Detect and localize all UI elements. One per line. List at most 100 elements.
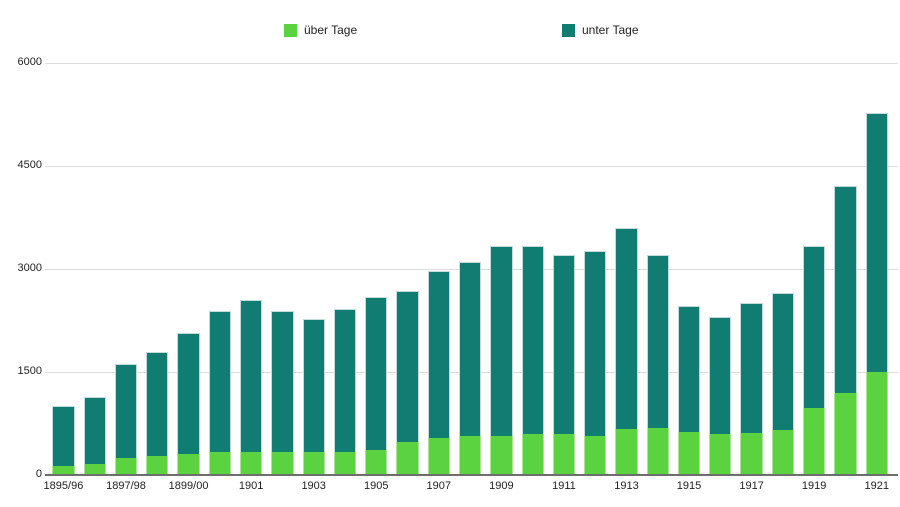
bar-segment-ueber-tage [803, 408, 826, 475]
x-axis-tick-label: 1901 [238, 480, 264, 492]
bar-column [490, 245, 513, 475]
bar-column [396, 290, 419, 475]
bar-segment-ueber-tage [646, 428, 669, 475]
x-axis-tick-label: 1913 [614, 480, 639, 492]
x-axis-tick-label: 1915 [676, 480, 702, 492]
bar-column [646, 254, 669, 475]
bar-segment-unter-tage [709, 316, 732, 435]
bar-segment-ueber-tage [177, 454, 200, 475]
legend-swatch-ueber-tage [284, 24, 297, 37]
x-axis-tick-label: 1903 [301, 480, 326, 492]
y-axis-tick-label: 4500 [17, 159, 42, 171]
bar-column [302, 318, 325, 475]
x-axis-tick-label: 1895/96 [43, 480, 84, 492]
bar-segment-ueber-tage [114, 458, 138, 475]
x-axis-tick-label: 1921 [864, 480, 889, 492]
bar-segment-unter-tage [803, 245, 826, 409]
bar-column [146, 352, 169, 475]
bar-column [771, 292, 795, 475]
bar-segment-ueber-tage [365, 450, 388, 475]
bar-column [365, 297, 388, 475]
y-axis-tick-label: 6000 [17, 56, 42, 68]
gridline-4500 [45, 165, 898, 167]
bar-segment-unter-tage [208, 311, 231, 453]
bar-segment-unter-tage [146, 352, 169, 457]
bar-column [239, 299, 263, 475]
bar-segment-unter-tage [552, 254, 576, 435]
bar-segment-ueber-tage [396, 441, 419, 475]
bar-column [584, 250, 607, 475]
bar-column [177, 333, 200, 475]
bar-segment-unter-tage [521, 245, 544, 435]
bar-segment-ueber-tage [552, 434, 576, 475]
bar-segment-ueber-tage [677, 431, 701, 475]
bar-segment-ueber-tage [208, 452, 231, 475]
gridline-6000 [45, 62, 898, 64]
bar-segment-ueber-tage [83, 463, 106, 475]
bar-column [615, 228, 638, 475]
bar-column [803, 245, 826, 475]
legend-label-ueber-tage: über Tage [304, 23, 358, 37]
bar-segment-unter-tage [271, 311, 294, 452]
bar-segment-ueber-tage [521, 434, 544, 475]
legend-item-unter-tage: unter Tage [562, 24, 639, 37]
bar-segment-ueber-tage [458, 435, 482, 475]
y-axis-tick-label: 1500 [17, 365, 42, 377]
bar-column [677, 306, 701, 475]
legend-swatch-unter-tage [562, 24, 575, 37]
bar-column [552, 254, 576, 475]
bar-segment-ueber-tage [333, 452, 357, 475]
bar-column [458, 261, 482, 475]
bar-segment-unter-tage [302, 318, 325, 453]
bar-column [427, 271, 450, 475]
x-axis-tick-label: 1905 [364, 480, 389, 492]
bar-segment-ueber-tage [584, 435, 607, 475]
bar-segment-ueber-tage [865, 371, 888, 475]
bar-segment-ueber-tage [52, 465, 75, 475]
bar-segment-ueber-tage [771, 429, 795, 475]
x-axis-tick-label: 1899/00 [168, 480, 209, 492]
bar-segment-unter-tage [865, 112, 888, 372]
bar-segment-unter-tage [771, 292, 795, 430]
bar-segment-unter-tage [677, 306, 701, 432]
bar-segment-ueber-tage [427, 437, 450, 475]
bar-segment-ueber-tage [834, 392, 857, 475]
bar-column [521, 245, 544, 475]
bar-segment-unter-tage [396, 290, 419, 442]
bar-segment-unter-tage [584, 250, 607, 436]
bar-segment-ueber-tage [302, 452, 325, 475]
legend-item-ueber-tage: über Tage [284, 24, 357, 37]
bar-segment-unter-tage [834, 186, 857, 393]
bar-column [208, 311, 231, 475]
y-axis-tick-label: 0 [35, 468, 42, 480]
bar-segment-ueber-tage [490, 435, 513, 475]
bar-segment-unter-tage [740, 302, 763, 433]
legend-label-unter-tage: unter Tage [582, 23, 639, 37]
x-axis-baseline [45, 473, 898, 476]
bar-segment-unter-tage [114, 364, 138, 459]
bar-segment-unter-tage [239, 299, 263, 452]
bar-segment-ueber-tage [709, 434, 732, 475]
bar-segment-unter-tage [490, 245, 513, 436]
bar-segment-ueber-tage [615, 429, 638, 475]
x-axis-tick-label: 1907 [426, 480, 452, 492]
x-axis-tick-label: 1911 [552, 480, 576, 492]
bar-segment-unter-tage [333, 309, 357, 453]
bar-column [333, 309, 357, 475]
bar-column [709, 316, 732, 475]
x-axis-tick-label: 1917 [739, 480, 764, 492]
bar-column [114, 364, 138, 475]
bar-segment-unter-tage [615, 228, 638, 430]
bar-segment-unter-tage [646, 254, 669, 429]
bar-segment-unter-tage [52, 405, 75, 466]
bar-segment-unter-tage [177, 333, 200, 455]
bar-segment-ueber-tage [271, 451, 294, 475]
bar-segment-ueber-tage [239, 451, 263, 475]
x-axis-tick-label: 1909 [489, 480, 514, 492]
bar-segment-unter-tage [365, 297, 388, 451]
bar-column [83, 397, 106, 475]
bar-segment-ueber-tage [740, 432, 763, 475]
bar-column [865, 112, 888, 475]
bar-segment-unter-tage [83, 397, 106, 464]
